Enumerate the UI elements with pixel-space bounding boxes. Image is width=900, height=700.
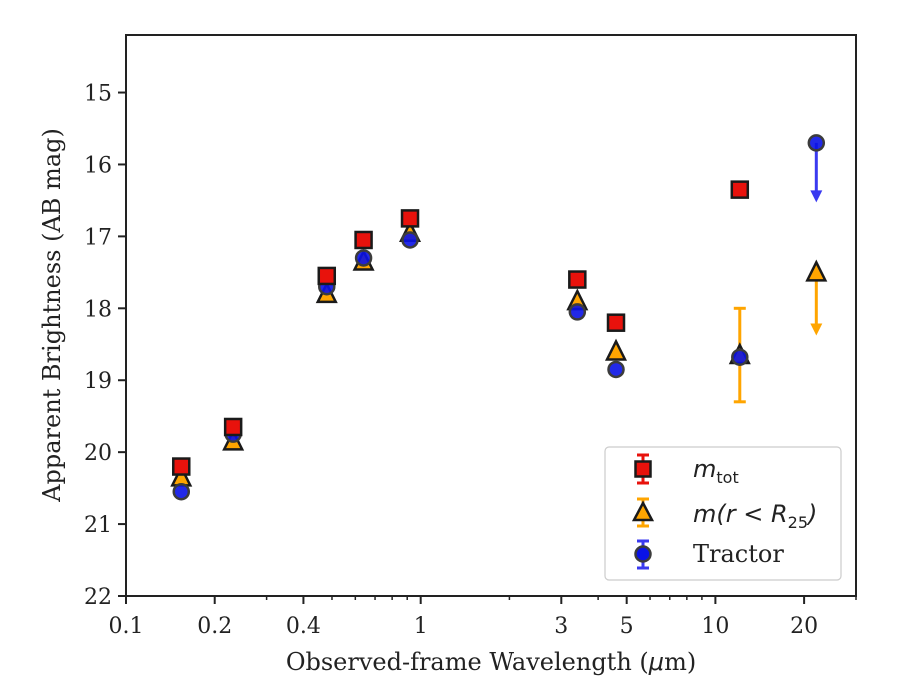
x-tick-label: 10 (701, 614, 729, 639)
chart-marks (170, 134, 828, 501)
x-tick-label: 20 (790, 614, 818, 639)
triangle-point (805, 259, 828, 282)
legend-circle-marker (634, 545, 652, 563)
x-tick-label: 1 (414, 614, 428, 639)
y-tick-label: 17 (84, 225, 112, 250)
y-tick-label: 18 (84, 297, 112, 322)
legend: mtot m(r < R25) Tractor (604, 446, 842, 581)
axis-ticks: 0.1 0.2 0.4 1 3 5 10 20 15 16 17 18 19 20 21 22 (84, 82, 857, 639)
square-point (730, 180, 750, 199)
x-tick-label: 5 (620, 614, 634, 639)
circle-point (731, 348, 749, 366)
circle-point (807, 134, 826, 152)
y-tick-label: 16 (84, 153, 112, 178)
square-point (606, 313, 626, 332)
square-point (317, 266, 337, 286)
legend-entry-tractor: Tractor (634, 539, 784, 570)
circle-point (568, 303, 587, 321)
legend-box (604, 446, 842, 581)
x-tick-label: 0.2 (197, 614, 232, 639)
square-point (223, 417, 243, 437)
x-tick-label: 3 (554, 614, 568, 639)
circle-point (354, 249, 373, 267)
y-tick-label: 21 (84, 513, 112, 538)
square-point (568, 270, 587, 289)
legend-label-mr25: m(r < R25) (693, 500, 817, 532)
square-point (400, 209, 420, 228)
plot-frame (125, 34, 857, 597)
legend-square-marker (634, 460, 652, 478)
circle-point (401, 231, 419, 249)
square-point (354, 230, 373, 250)
legend-label-tractor: Tractor (693, 540, 784, 568)
triangle-point (604, 338, 628, 361)
circle-point (172, 482, 191, 501)
triangle-upper-limit-arrow-head (810, 323, 823, 336)
y-tick-label: 19 (84, 369, 112, 394)
y-axis-label: Apparent Brightness (AB mag) (38, 128, 66, 503)
legend-triangle-marker (631, 500, 655, 522)
y-tick-label: 15 (84, 82, 112, 107)
circle-point (607, 360, 625, 379)
x-axis-label: Observed-frame Wavelength (μm) (286, 648, 696, 676)
y-tick-label: 20 (84, 441, 112, 466)
legend-entry-mtot: mtot (634, 453, 739, 487)
y-tick-label: 22 (84, 585, 112, 610)
x-tick-label: 0.1 (109, 614, 144, 639)
legend-entry-mr25: m(r < R25) (631, 497, 817, 532)
legend-label-mtot: mtot (693, 455, 739, 487)
circle-upper-limit-arrow-head (810, 190, 823, 203)
square-point (172, 457, 191, 476)
x-tick-label: 0.4 (286, 614, 321, 639)
